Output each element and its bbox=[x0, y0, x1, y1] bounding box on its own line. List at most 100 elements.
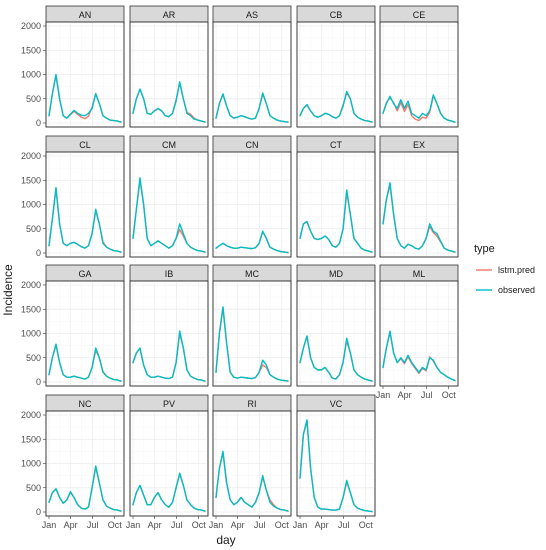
series-line-md-observed bbox=[299, 335, 373, 382]
y-tick-label: 1000 bbox=[21, 459, 41, 469]
strip-label-ar: AR bbox=[163, 10, 176, 20]
x-tick-label: Oct bbox=[442, 390, 457, 400]
x-tick-label: Jul bbox=[254, 520, 266, 530]
y-tick-label: 2000 bbox=[21, 151, 41, 161]
series-line-ar-observed bbox=[132, 81, 206, 123]
panel-border-cn bbox=[212, 151, 292, 258]
strip-label-cl: CL bbox=[79, 140, 91, 150]
series-line-ib-observed bbox=[132, 330, 206, 382]
strip-label-vc: VC bbox=[330, 399, 343, 409]
y-tick-label: 500 bbox=[26, 94, 41, 104]
x-tick-label: Apr bbox=[315, 520, 329, 530]
panels-group: AN AR AS CB CE CL CM CN CT EX GA IB MC MD ML NC PV RI VC bbox=[45, 5, 459, 517]
series-line-cm-observed bbox=[132, 177, 206, 253]
x-tick-label: Oct bbox=[275, 520, 290, 530]
x-tick-label: Jan bbox=[209, 520, 224, 530]
y-tick-label: 1500 bbox=[21, 45, 41, 55]
series-line-ex-observed bbox=[382, 181, 456, 253]
strip-label-ri: RI bbox=[248, 399, 257, 409]
x-axis-title: day bbox=[216, 533, 235, 547]
panel-border-ml bbox=[379, 280, 459, 387]
y-tick-label: 1500 bbox=[21, 304, 41, 314]
series-line-cb-observed bbox=[299, 90, 373, 123]
panel-ga: GA bbox=[45, 264, 125, 387]
series-line-as-observed bbox=[215, 92, 289, 123]
legend-title: type bbox=[474, 243, 495, 255]
strip-label-ml: ML bbox=[413, 269, 426, 279]
strip-label-md: MD bbox=[329, 269, 343, 279]
legend-label-lstm-pred: lstm.pred bbox=[498, 265, 535, 275]
y-tick-label: 0 bbox=[36, 507, 41, 517]
series-line-cl-observed bbox=[48, 186, 122, 253]
panel-border-md bbox=[296, 280, 376, 387]
x-tick-label: Jan bbox=[126, 520, 141, 530]
panel-mc: MC bbox=[212, 264, 292, 387]
y-tick-label: 1000 bbox=[21, 200, 41, 210]
series-line-ct-observed bbox=[299, 189, 373, 253]
series-line-an-observed bbox=[48, 73, 122, 123]
x-tick-label: Apr bbox=[231, 520, 245, 530]
panel-border-ar bbox=[129, 21, 209, 128]
strip-label-cm: CM bbox=[162, 140, 176, 150]
series-line-pv-observed bbox=[132, 472, 206, 512]
strip-label-cb: CB bbox=[330, 10, 343, 20]
panel-cn: CN bbox=[212, 135, 292, 258]
y-tick-label: 1000 bbox=[21, 329, 41, 339]
panel-ex: EX bbox=[379, 135, 459, 258]
panel-ce: CE bbox=[379, 5, 459, 128]
y-tick-label: 0 bbox=[36, 248, 41, 258]
panel-border-pv bbox=[129, 410, 209, 517]
legend-label-observed: observed bbox=[498, 285, 535, 295]
series-line-cn-observed bbox=[215, 230, 289, 254]
x-tick-label: Jul bbox=[421, 390, 433, 400]
series-line-ml-observed bbox=[382, 330, 456, 382]
legend: type lstm.pred observed bbox=[474, 243, 535, 295]
panel-ar: AR bbox=[129, 5, 209, 128]
panel-border-mc bbox=[212, 280, 292, 387]
series-line-nc-observed bbox=[48, 465, 122, 512]
y-axis-title: Incidence bbox=[1, 264, 15, 316]
series-line-vc-observed bbox=[299, 419, 373, 513]
x-tick-label: Apr bbox=[398, 390, 412, 400]
strip-label-as: AS bbox=[246, 10, 258, 20]
panel-border-ri bbox=[212, 410, 292, 517]
y-tick-label: 500 bbox=[26, 224, 41, 234]
y-tick-label: 500 bbox=[26, 353, 41, 363]
y-tick-label: 2000 bbox=[21, 21, 41, 31]
panel-ct: CT bbox=[296, 135, 376, 258]
panel-border-ib bbox=[129, 280, 209, 387]
panel-border-as bbox=[212, 21, 292, 128]
strip-label-pv: PV bbox=[163, 399, 175, 409]
strip-label-ce: CE bbox=[413, 10, 426, 20]
y-tick-label: 1500 bbox=[21, 434, 41, 444]
strip-label-mc: MC bbox=[245, 269, 259, 279]
panel-cl: CL bbox=[45, 135, 125, 258]
x-tick-label: Jan bbox=[376, 390, 391, 400]
panel-pv: PV bbox=[129, 394, 209, 517]
y-tick-label: 1000 bbox=[21, 70, 41, 80]
x-tick-label: Jul bbox=[171, 520, 183, 530]
y-tick-label: 0 bbox=[36, 377, 41, 387]
panel-border-cb bbox=[296, 21, 376, 128]
y-tick-label: 500 bbox=[26, 483, 41, 493]
panel-as: AS bbox=[212, 5, 292, 128]
x-tick-label: Oct bbox=[192, 520, 207, 530]
series-line-ri-observed bbox=[215, 450, 289, 512]
panel-cb: CB bbox=[296, 5, 376, 128]
panel-an: AN bbox=[45, 5, 125, 128]
strip-label-ib: IB bbox=[165, 269, 174, 279]
panel-border-vc bbox=[296, 410, 376, 517]
y-tick-label: 2000 bbox=[21, 410, 41, 420]
panel-nc: NC bbox=[45, 394, 125, 517]
panel-cm: CM bbox=[129, 135, 209, 258]
strip-label-cn: CN bbox=[246, 140, 259, 150]
y-tick-label: 1500 bbox=[21, 175, 41, 185]
panel-border-ct bbox=[296, 151, 376, 258]
x-tick-label: Jul bbox=[338, 520, 350, 530]
panel-ri: RI bbox=[212, 394, 292, 517]
x-tick-label: Apr bbox=[148, 520, 162, 530]
x-tick-label: Jan bbox=[293, 520, 308, 530]
y-tick-label: 2000 bbox=[21, 280, 41, 290]
